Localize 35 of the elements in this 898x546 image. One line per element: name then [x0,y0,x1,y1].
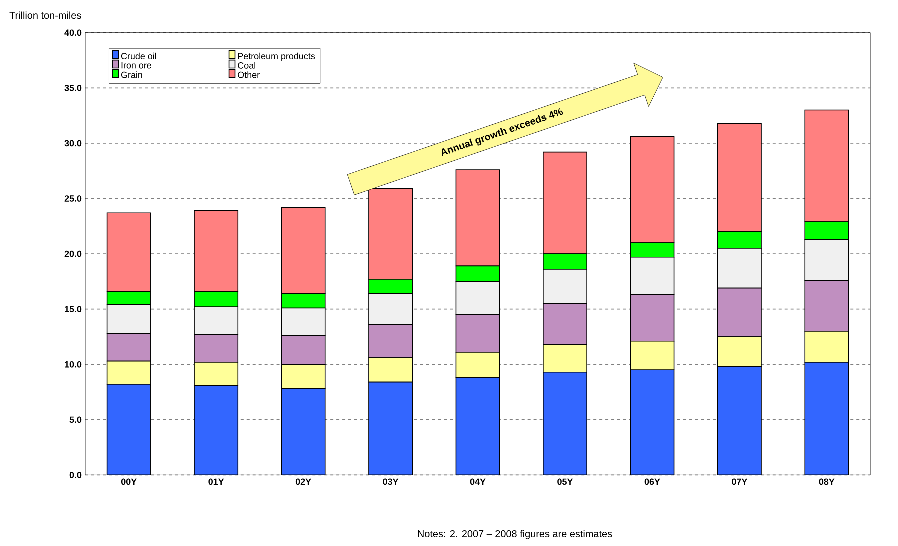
y-tick-label: 35.0 [64,84,82,92]
bar [281,388,326,476]
bar [543,372,588,476]
x-tick-label: 08Y [819,478,835,486]
y-tick-label: 25.0 [64,196,82,202]
x-tick-label: 02Y [296,478,312,486]
y-tick-label: 40.0 [64,30,82,36]
legend-label: Other [238,72,260,78]
x-tick-label: 06Y [644,478,660,486]
x-tick-label: 00Y [121,478,137,486]
x-tick-label: 05Y [558,478,574,486]
bar [717,366,762,476]
legend-label: Grain [121,72,142,78]
legend-label: Iron ore [122,62,152,69]
legend-label: Coal [238,62,256,69]
y-tick-label: 30.0 [64,140,82,147]
bar [804,362,850,476]
legend-label: Crude oil [121,52,156,60]
x-tick-label: 07Y [732,478,748,486]
text: Notes: 2. 2007 – 2008 figures are estimates [418,530,612,540]
bar [106,384,152,476]
y-tick-label: 15.0 [65,306,82,313]
bar [456,377,500,476]
y-tick-label: 0.0 [70,472,82,478]
y-tick-label: 20.0 [64,250,82,258]
bar [368,382,413,476]
x-tick-label: 03Y [383,478,399,486]
x-tick-label: 04Y [470,478,486,486]
bar [630,370,675,476]
legend-label: Petroleum products [238,52,316,62]
y-axis-title: Trillion ton-miles [10,12,82,20]
y-tick-label: 5.0 [70,416,82,424]
bar [194,385,239,476]
x-tick-label: 01Y [208,478,224,486]
y-tick-label: 10.0 [65,361,82,368]
